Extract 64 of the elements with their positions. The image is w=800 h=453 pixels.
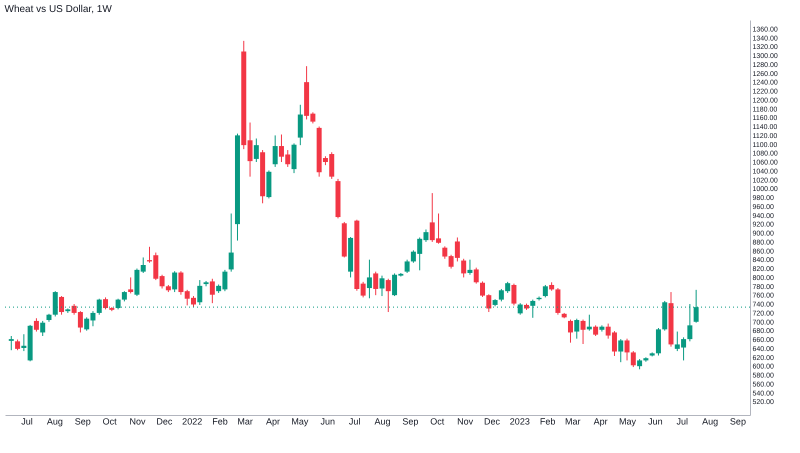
- x-tick-label: May: [291, 416, 309, 426]
- candlestick: [210, 278, 215, 304]
- candlestick: [103, 296, 108, 310]
- candlestick: [474, 267, 479, 284]
- candlestick: [228, 213, 234, 272]
- x-tick-label: Oct: [102, 416, 118, 426]
- candlestick: [197, 280, 202, 306]
- candlestick: [580, 319, 586, 344]
- x-tick-label: Jul: [676, 416, 688, 426]
- candlestick: [568, 319, 573, 344]
- x-tick-label: May: [619, 416, 637, 426]
- x-tick-label: Apr: [266, 416, 280, 426]
- candlestick: [461, 258, 466, 278]
- candlestick: [386, 278, 391, 313]
- x-tick-label: Oct: [430, 416, 445, 426]
- candlestick: [8, 336, 14, 351]
- x-tick-label: 2023: [510, 416, 530, 426]
- candlestick: [586, 314, 592, 332]
- x-tick-label: Feb: [540, 416, 556, 426]
- x-tick-label: Jun: [648, 416, 663, 426]
- candlestick: [34, 318, 39, 332]
- x-tick-label: Dec: [156, 416, 173, 426]
- x-tick-label: Nov: [457, 416, 474, 426]
- x-tick-label: Jul: [21, 416, 33, 426]
- x-tick-label: Feb: [212, 416, 228, 426]
- candlestick: [366, 259, 372, 299]
- candlestick: [404, 259, 410, 274]
- candlestick: [555, 288, 560, 316]
- candlestick: [467, 259, 472, 276]
- x-tick-label: Jun: [320, 416, 335, 426]
- x-tick-label: Dec: [484, 416, 500, 426]
- chart-title: Wheat vs US Dollar, 1W: [4, 4, 112, 15]
- x-tick-label: Apr: [594, 416, 608, 426]
- candlestick: [511, 283, 516, 306]
- candlestick: [373, 271, 378, 296]
- candlestick: [630, 350, 636, 368]
- x-tick-label: 2022: [182, 416, 202, 426]
- candlestick: [254, 138, 259, 163]
- candlestick: [593, 324, 598, 336]
- candlestick: [128, 276, 134, 294]
- x-tick-label: Aug: [46, 416, 63, 426]
- candlestick: [542, 284, 548, 298]
- candlestick: [172, 270, 178, 293]
- x-tick-label: Mar: [565, 416, 581, 426]
- candlestick: [122, 290, 127, 302]
- x-tick-label: Sep: [74, 416, 91, 426]
- candlestick: [40, 320, 46, 336]
- candlestick: [59, 296, 64, 316]
- candlestick: [379, 275, 384, 297]
- x-tick-label: Nov: [129, 416, 146, 426]
- candlestick: [574, 318, 580, 340]
- candlestick: [298, 104, 303, 146]
- candlestick: [618, 338, 624, 363]
- candlestick: [624, 338, 630, 361]
- candlestick: [637, 358, 642, 370]
- x-tick-label: Aug: [702, 416, 718, 426]
- x-tick-label: Sep: [730, 416, 746, 426]
- x-tick-label: Jul: [348, 416, 360, 426]
- x-tick-label: Mar: [237, 416, 253, 426]
- candlestick: [656, 328, 661, 356]
- candlestick: [15, 339, 20, 351]
- x-tick-label: Aug: [374, 416, 390, 426]
- candlestick: [272, 134, 278, 168]
- x-tick-label: Sep: [402, 416, 418, 426]
